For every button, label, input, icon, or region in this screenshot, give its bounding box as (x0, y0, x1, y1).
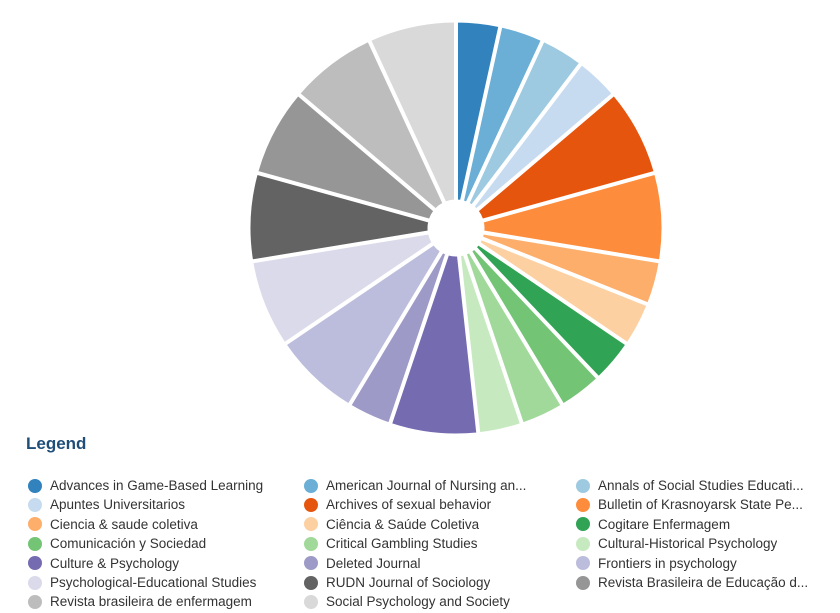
legend-label: Frontiers in psychology (598, 555, 737, 571)
legend-item[interactable]: Archives of sexual behavior (304, 495, 572, 514)
legend-item[interactable]: Deleted Journal (304, 554, 572, 573)
legend-label: Critical Gambling Studies (326, 536, 478, 552)
legend-item[interactable]: Cultural-Historical Psychology (576, 534, 838, 553)
legend-item[interactable]: RUDN Journal of Sociology (304, 573, 572, 592)
pie-chart (249, 21, 663, 435)
legend-swatch (28, 536, 42, 551)
legend-swatch (576, 517, 590, 532)
pie-slice[interactable] (370, 21, 455, 203)
legend-title: Legend (26, 434, 87, 453)
legend-item[interactable]: Revista brasileira de enfermagem (28, 592, 300, 611)
legend-item[interactable]: American Journal of Nursing an... (304, 476, 572, 495)
legend-item[interactable]: Ciencia & saude coletiva (28, 515, 300, 534)
legend-label: Deleted Journal (326, 555, 421, 571)
pie-slice[interactable] (249, 173, 430, 261)
legend-label: Comunicación y Sociedad (50, 536, 207, 552)
legend-swatch (304, 575, 318, 590)
legend-label: RUDN Journal of Sociology (326, 575, 491, 590)
legend-item[interactable]: Apuntes Universitarios (28, 495, 300, 514)
legend-swatch (28, 517, 42, 532)
legend-swatch (576, 536, 590, 551)
legend-item[interactable]: Cogitare Enfermagem (576, 515, 838, 534)
legend-label: Bulletin of Krasnoyarsk State Pe... (598, 497, 803, 513)
legend-item[interactable]: Social Psychology and Society (304, 592, 572, 611)
legend-swatch (576, 575, 590, 590)
legend-item[interactable]: Critical Gambling Studies (304, 534, 572, 553)
pie-slice[interactable] (465, 252, 562, 424)
legend-swatch (304, 594, 318, 609)
pie-slice[interactable] (475, 244, 627, 378)
pie-slice[interactable] (252, 233, 433, 344)
pie-chart-svg (249, 21, 663, 435)
legend-item[interactable]: Culture & Psychology (28, 554, 300, 573)
pie-slice[interactable] (481, 233, 660, 304)
legend-label: Cogitare Enfermagem (598, 516, 731, 532)
legend-swatch (28, 478, 42, 493)
pie-slice[interactable] (391, 254, 478, 435)
pie-slice[interactable] (299, 41, 444, 210)
legend-label: Culture & Psychology (50, 555, 180, 571)
legend-label: Cultural-Historical Psychology (598, 536, 778, 552)
legend-label: Revista Brasileira de Educação d... (598, 575, 809, 590)
pie-slice[interactable] (459, 254, 521, 434)
legend-label: Psychological-Educational Studies (50, 575, 257, 590)
pie-slice[interactable] (285, 244, 441, 405)
legend-item[interactable]: Revista Brasileira de Educação d... (576, 573, 838, 592)
pie-slice[interactable] (257, 95, 435, 220)
legend-swatch (576, 556, 590, 571)
legend-swatch (576, 497, 590, 512)
legend-swatch (304, 478, 318, 493)
legend: Advances in Game-Based Learning American … (28, 476, 840, 613)
legend-label: Social Psychology and Society (326, 594, 510, 610)
pie-slice[interactable] (462, 26, 542, 203)
legend-label: Apuntes Universitarios (50, 497, 186, 513)
legend-item[interactable]: Ciência & Saúde Coletiva (304, 515, 572, 534)
legend-item[interactable]: Psychological-Educational Studies (28, 573, 300, 592)
legend-swatch (576, 478, 590, 493)
legend-item[interactable]: Bulletin of Krasnoyarsk State Pe... (576, 495, 838, 514)
pie-slice[interactable] (477, 95, 655, 220)
legend-swatch (28, 556, 42, 571)
legend-label: American Journal of Nursing an... (326, 478, 527, 493)
pie-slice[interactable] (479, 239, 648, 344)
legend-swatch (28, 575, 42, 590)
legend-label: Revista brasileira de enfermagem (50, 594, 252, 610)
legend-swatch (28, 594, 42, 609)
legend-swatch (304, 517, 318, 532)
legend-swatch (28, 497, 42, 512)
legend-label: Annals of Social Studies Educati... (598, 478, 804, 493)
legend-label: Ciencia & saude coletiva (50, 516, 198, 532)
legend-swatch (304, 497, 318, 512)
legend-item[interactable]: Annals of Social Studies Educati... (576, 476, 838, 495)
legend-item[interactable]: Frontiers in psychology (576, 554, 838, 573)
pie-slice[interactable] (473, 64, 613, 210)
legend-item[interactable]: Advances in Game-Based Learning (28, 476, 300, 495)
legend-swatch (304, 556, 318, 571)
legend-label: Advances in Game-Based Learning (50, 478, 264, 493)
legend-item[interactable]: Comunicación y Sociedad (28, 534, 300, 553)
legend-label: Archives of sexual behavior (326, 497, 492, 513)
pie-slice[interactable] (471, 248, 598, 405)
legend-label: Ciência & Saúde Coletiva (326, 516, 480, 532)
pie-slice[interactable] (457, 21, 500, 201)
pie-slice[interactable] (468, 41, 581, 206)
pie-slice[interactable] (350, 252, 447, 424)
pie-slice[interactable] (482, 173, 663, 261)
legend-swatch (304, 536, 318, 551)
